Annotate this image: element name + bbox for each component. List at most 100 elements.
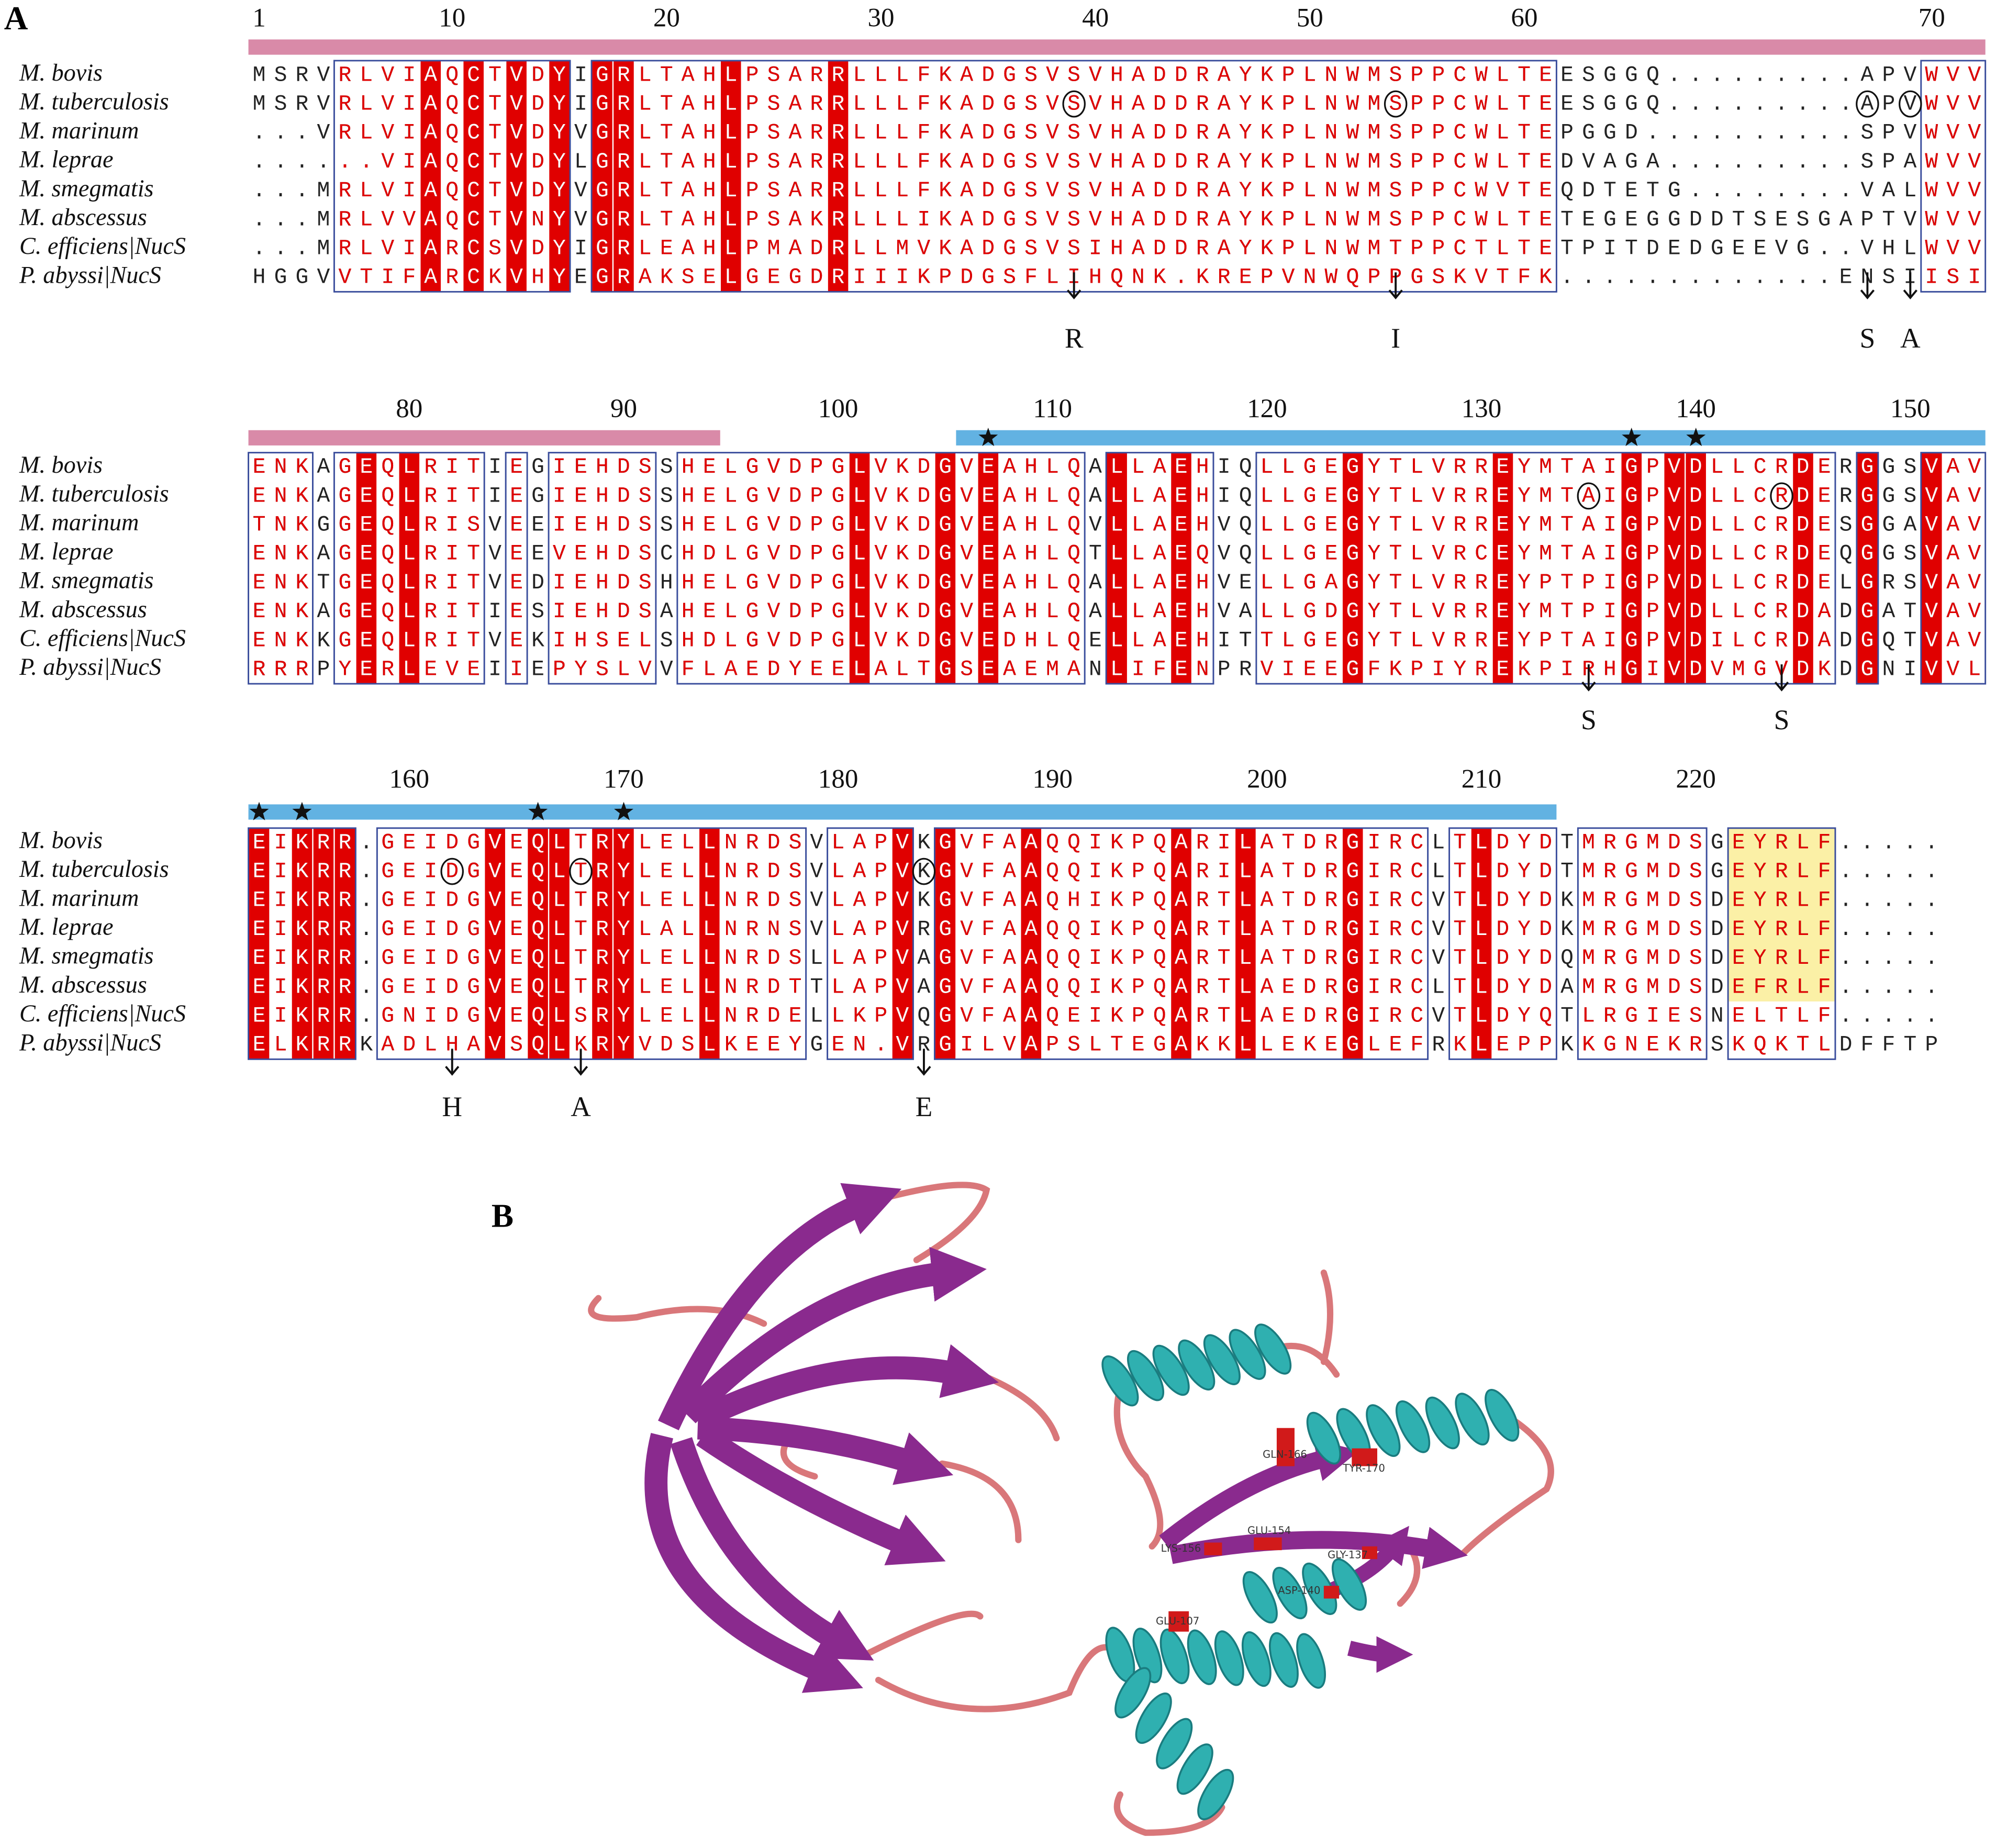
species-name: M. tuberculosis	[19, 855, 169, 882]
loop	[939, 1460, 1022, 1543]
conserved-column	[978, 453, 999, 683]
conserved-column	[699, 829, 720, 1059]
similarity-frame	[248, 827, 356, 1060]
sequence: ENKKGEQLRITVEKIHSELSHDLGVDPGLVKDGVEDHLQE…	[253, 629, 1990, 653]
conserved-column	[892, 829, 913, 1059]
residue-number: 210	[1462, 764, 1502, 794]
sequence: ...MRLVIAQCTVDYVGRLTAHLPSARRLLLFKADGSVSV…	[253, 179, 1990, 203]
conserved-column	[356, 453, 377, 683]
conserved-column	[1664, 453, 1685, 683]
highlighted-residues	[1168, 1428, 1377, 1632]
conserved-column	[1171, 829, 1191, 1059]
strand	[679, 1246, 987, 1423]
conserved-column	[1471, 829, 1492, 1059]
sequence: ...MRLVVAQCTVNYVGRLTAHLPSAKRLLLIKADGSVSV…	[253, 208, 1990, 232]
mutation-label: S	[1774, 704, 1790, 736]
sequence: ...MRLVIARCSVDYIGRLEAHLPMADRLLMVKADGSVSI…	[253, 237, 1990, 261]
mutation-circle	[440, 858, 464, 885]
residue-patch	[1362, 1546, 1377, 1560]
sequence: EIKRR.GEIDGVEQLTRYLELLNRDSVLAPVKGVFAAQQI…	[253, 831, 1947, 855]
residue-number: 180	[818, 764, 858, 794]
conserved-column	[313, 829, 334, 1059]
residue-number: 150	[1890, 394, 1931, 424]
helix-turn	[1254, 1323, 1292, 1375]
secondary-structure-bar	[248, 39, 1986, 55]
star	[1622, 427, 1642, 447]
mutation-label: E	[916, 1091, 933, 1122]
conserved-column	[1621, 453, 1642, 683]
conserved-column	[592, 829, 612, 1059]
strand	[696, 1426, 946, 1565]
mutation-circle	[1384, 90, 1408, 118]
similarity-frame	[1920, 60, 1987, 293]
residue-patch	[1352, 1448, 1377, 1466]
residue-number: 220	[1676, 764, 1716, 794]
mutation-label: I	[1391, 322, 1400, 354]
species-name: M. leprae	[19, 538, 114, 564]
mutation-circle	[569, 858, 593, 885]
residue-number: 100	[818, 394, 858, 424]
conserved-column	[849, 453, 870, 683]
helix-turn	[1302, 1562, 1337, 1615]
residue-label: GLU-154	[1247, 1524, 1291, 1537]
mutation-circle	[1899, 90, 1922, 118]
residue-label: GLY-137	[1328, 1549, 1368, 1561]
star	[978, 427, 998, 447]
strand	[692, 1344, 999, 1431]
similarity-frame	[248, 452, 314, 685]
similarity-frame	[933, 827, 1429, 1060]
helix-turn	[1214, 1630, 1244, 1686]
helix-turn	[1395, 1400, 1431, 1453]
strand	[1159, 1439, 1359, 1550]
conserved-column	[935, 453, 956, 683]
sequence: HGGVVTIFARCKVHYEGRAKSELGEGDRIIIKPDGSFLIH…	[253, 266, 1990, 290]
residue-number: 190	[1032, 764, 1073, 794]
sequence: ENKAGEQLRITIEGIEHDSSHELGVDPGLVKDGVEAHLQA…	[253, 455, 1990, 480]
similarity-frame	[376, 827, 807, 1060]
star	[614, 801, 633, 820]
conserved-column	[614, 61, 634, 292]
helix-turn	[1127, 1350, 1165, 1401]
conserved-column	[614, 829, 634, 1059]
conserved-column	[1857, 453, 1878, 683]
loop	[1320, 1270, 1334, 1365]
species-name: C. efficiens|NucS	[19, 1000, 186, 1027]
conserved-column	[528, 829, 548, 1059]
conserved-column	[1342, 453, 1363, 683]
sequence-similar: EIKRR.GEIDGVEQLTRYLALLNRNSVLAPVRGVFAAQQI…	[253, 918, 1947, 942]
residue-number: 20	[653, 4, 680, 33]
sequence-similar: EIKRR.GEIDGVEQLTRYLELLNRDSVLAPVKGVFAAQHI…	[253, 889, 1947, 913]
conserved-column	[1492, 453, 1513, 683]
helix-turn	[1187, 1629, 1217, 1685]
helix-turn	[1176, 1743, 1213, 1795]
loop	[977, 1371, 1060, 1442]
residue-number: 80	[396, 394, 422, 424]
species-name: M. leprae	[19, 914, 114, 940]
residue-number: 50	[1297, 4, 1323, 33]
protein-structure: GLN-166 TYR-170 GLU-154 LYS-156 GLY-137 ASP-1…	[588, 1182, 1554, 1836]
helix-turn	[1366, 1404, 1401, 1457]
helix-turn	[1306, 1411, 1342, 1465]
conserved-column	[463, 61, 484, 292]
mutation-circle	[1577, 482, 1601, 510]
residue-number: 130	[1462, 394, 1502, 424]
residue-patch	[1204, 1542, 1222, 1555]
species-name: P. abyssi|NucS	[19, 261, 161, 288]
loop	[862, 1610, 984, 1658]
loop	[1397, 1549, 1421, 1607]
similarity-frame	[1577, 827, 1708, 1060]
helix-turn	[1101, 1355, 1139, 1407]
helix-turn	[1272, 1566, 1308, 1620]
mutation-arrowhead	[1903, 290, 1917, 299]
residue-number: 40	[1082, 4, 1109, 33]
conserved-column	[1235, 829, 1256, 1059]
loop	[1113, 1791, 1225, 1836]
residue-label: GLU-107	[1156, 1615, 1199, 1627]
highlight	[1728, 828, 1835, 1001]
similarity-frame	[505, 452, 528, 685]
strand	[670, 1437, 874, 1661]
residue-number: 160	[389, 764, 430, 794]
helix-turn	[1425, 1396, 1460, 1450]
sequence: EIKRR.GNIDGVEQLSRYLELLNRDELLKPVQGVFAAQEI…	[253, 1004, 1947, 1028]
mutation-label: A	[1900, 322, 1921, 354]
